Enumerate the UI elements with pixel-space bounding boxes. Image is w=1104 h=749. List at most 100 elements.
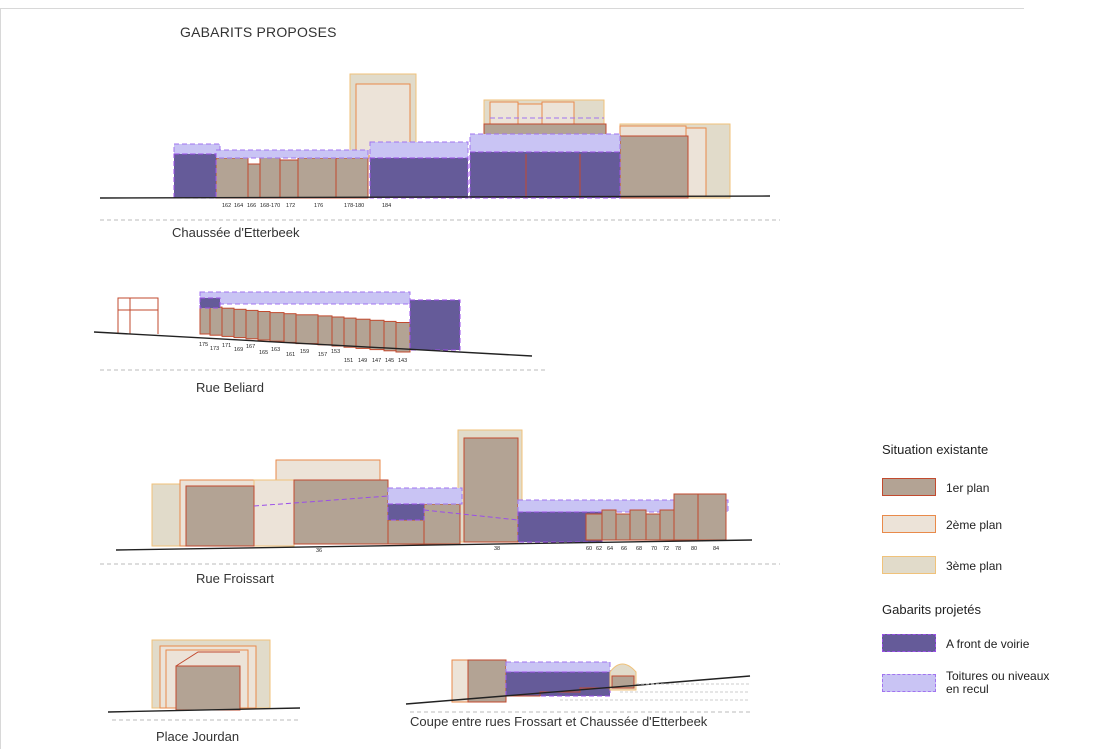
building-1st-plan [585,513,603,541]
building-1st-plan [245,309,259,340]
projected-front [199,297,221,309]
building-1st-plan [257,311,271,341]
building-1st-plan [293,479,389,545]
building-1st-plan [199,305,211,335]
street-number: 78 [675,546,681,552]
street-number: 163 [271,347,280,353]
street-number: 149 [358,358,367,364]
ground-line [93,331,533,357]
legend-swatch-front [882,634,936,652]
section-chaussee-etterbeek [99,73,780,221]
section-label: Rue Froissart [196,571,275,586]
building-1st-plan [185,485,255,547]
building-1st-plan [269,312,285,342]
street-number: 168-170 [260,203,280,209]
section-rue-froissart [100,429,780,565]
ground-line [99,195,771,199]
building-2nd-plan [541,101,575,125]
building-1st-plan [247,163,261,199]
building-2nd-plan [685,127,707,197]
street-number: 166 [247,203,256,209]
street-number: 62 [596,546,602,552]
legend-swatch-3eme-plan [882,556,936,574]
legend-existing-title: Situation existante [882,442,989,457]
section-rue-beliard [93,291,545,371]
building-1st-plan [383,320,397,352]
ground-line [115,539,753,551]
legend-swatch-1er-plan [882,478,936,496]
building-1st-plan [601,509,617,541]
street-number: 172 [286,203,295,209]
projected-front [173,153,217,199]
building-2nd-plan [253,479,295,547]
building-2nd-plan [451,659,469,703]
building-2nd-plan [517,103,543,125]
street-number: 184 [382,203,391,209]
street-number: 151 [344,358,353,364]
street-number: 162 [222,203,231,209]
building-1st-plan [423,503,461,545]
sheet-border-left [0,8,1,749]
building-1st-plan [215,157,249,199]
section-label: Chaussée d'Etterbeek [172,225,300,240]
section-coupe [405,659,751,713]
legend-label: 1er plan [946,481,990,495]
street-number: 143 [398,358,407,364]
building-1st-plan [259,155,281,199]
building-1st-plan [659,509,675,541]
street-number: 70 [651,546,657,552]
legend-swatch-2eme-plan [882,515,936,533]
projected-roof [469,133,621,153]
street-number: 161 [286,352,295,358]
building-3rd-plan [151,483,181,547]
street-number: 178-180 [344,203,364,209]
street-number: 175 [199,342,208,348]
street-number: 167 [246,344,255,350]
street-number: 165 [259,350,268,356]
building-1st-plan [317,315,333,346]
projected-roof [173,143,221,155]
building-1st-plan [673,493,699,541]
projected-roof [505,661,611,673]
projected-roof [387,487,463,505]
building-1st-plan [209,306,223,336]
projected-front [369,157,469,199]
legend-projected-title: Gabarits projetés [882,602,981,617]
legend-label: 2ème plan [946,518,1003,532]
ground-line [107,707,301,713]
projected-roof [199,291,411,305]
building-2nd-plan [619,125,687,137]
building-1st-plan [611,675,635,689]
street-number: 64 [607,546,613,552]
building-1st-plan [467,659,507,703]
building-1st-plan [343,317,357,348]
building-1st-plan [619,135,689,199]
building-1st-plan [697,493,727,541]
street-number: 171 [222,343,231,349]
projected-roof [369,141,469,159]
building-1st-plan [335,157,369,199]
projected-front [409,299,461,351]
building-2nd-plan [489,101,519,125]
street-number: 164 [234,203,243,209]
street-number: 173 [210,346,219,352]
building-1st-plan [221,307,235,337]
street-number: 72 [663,546,669,552]
street-number: 84 [713,546,719,552]
section-label: Place Jourdan [156,729,240,744]
building-1st-plan [645,513,661,541]
building-1st-plan [463,437,519,543]
building-2nd-plan [275,459,381,481]
sheet-border-top [0,8,1024,9]
street-number: 38 [494,546,500,552]
street-number: 159 [300,349,309,355]
street-number: 36 [316,548,322,554]
legend-label: 3ème plan [946,559,1003,573]
legend-label: A front de voirie [946,637,1030,651]
street-number: 157 [318,352,327,358]
building-1st-plan [395,322,411,353]
building-1st-plan [615,513,631,541]
section-place-jourdan [107,639,301,721]
